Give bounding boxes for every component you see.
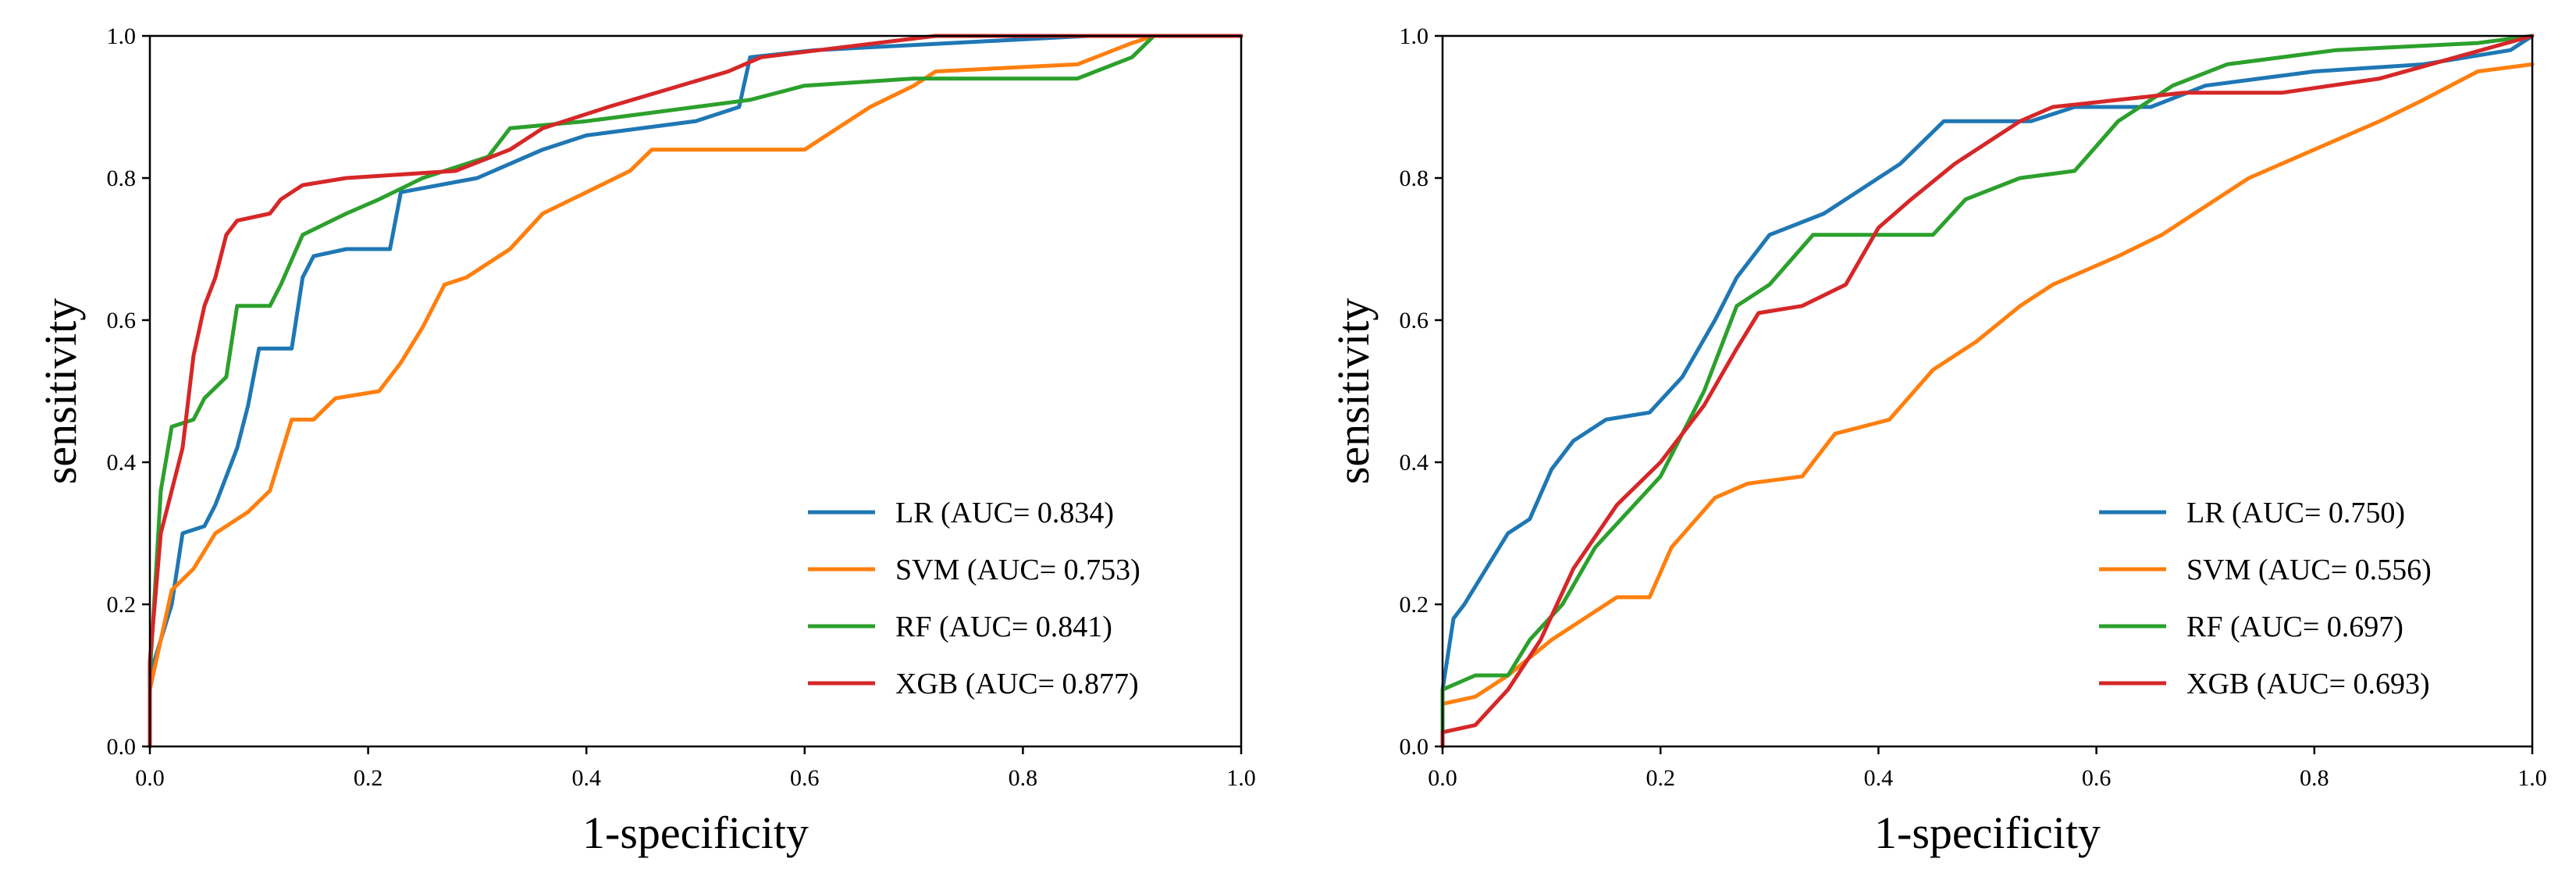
left-rf-roc-curve <box>148 34 1244 749</box>
left-x-tick-label: 0.4 <box>571 765 601 791</box>
left-roc-chart: 0.0 0.2 0.4 0.6 0.8 1.0 0.0 0.2 0.4 0.6 0.8 1.0 1-sp… <box>35 23 1256 858</box>
right-x-tick-label: 1.0 <box>2517 765 2547 791</box>
left-y-tick-label: 1.0 <box>107 23 137 49</box>
left-x-tick-label: 0.8 <box>1009 765 1038 791</box>
left-lr-roc-curve <box>148 34 1244 749</box>
left-y-axis-label: sensitivity <box>35 298 86 484</box>
right-y-tick-label: 1.0 <box>1400 23 1429 49</box>
right-x-tick-label: 0.8 <box>2300 765 2329 791</box>
right-y-axis-label: sensitivity <box>1328 298 1379 484</box>
left-legend-label-xgb: XGB (AUC= 0.877) <box>895 668 1139 700</box>
left-x-tick-label: 0.2 <box>354 765 383 791</box>
right-xgb-roc-curve <box>1440 34 2535 749</box>
left-x-axis-label: 1-specificity <box>582 807 809 858</box>
left-curves <box>148 34 1244 749</box>
right-x-tick-label: 0.6 <box>2082 765 2112 791</box>
right-y-tick-label: 0.0 <box>1400 734 1429 760</box>
right-legend-label-svm: SVM (AUC= 0.556) <box>2186 554 2432 586</box>
left-y-tick-label: 0.2 <box>107 592 137 618</box>
left-legend-label-rf: RF (AUC= 0.841) <box>895 611 1112 643</box>
left-svm-roc-curve <box>148 34 1244 749</box>
left-plot-frame <box>148 34 1243 748</box>
right-legend-label-xgb: XGB (AUC= 0.693) <box>2186 668 2430 700</box>
left-x-tick-label: 0.6 <box>790 765 820 791</box>
right-y-tick-label: 0.4 <box>1400 450 1429 476</box>
left-x-tick-label: 0.0 <box>135 765 165 791</box>
left-y-tick-label: 0.6 <box>107 308 137 333</box>
right-plot-frame <box>1441 34 2534 748</box>
right-roc-chart: 0.0 0.2 0.4 0.6 0.8 1.0 0.0 0.2 0.4 0.6 0.8 1.0 1-sp… <box>1328 23 2547 858</box>
left-legend-label-lr: LR (AUC= 0.834) <box>895 497 1114 529</box>
right-legend-label-rf: RF (AUC= 0.697) <box>2186 611 2403 643</box>
right-legend: LR (AUC= 0.750) SVM (AUC= 0.556) RF (AUC= … <box>2099 497 2432 700</box>
right-x-axis-label: 1-specificity <box>1874 807 2101 858</box>
right-svm-roc-curve <box>1440 62 2535 749</box>
right-y-tick-label: 0.2 <box>1400 592 1429 618</box>
left-legend-label-svm: SVM (AUC= 0.753) <box>895 554 1140 586</box>
left-legend: LR (AUC= 0.834) SVM (AUC= 0.753) RF (AUC= … <box>808 497 1140 700</box>
right-x-tick-label: 0.0 <box>1428 765 1457 791</box>
left-y-tick-label: 0.0 <box>107 734 137 760</box>
right-legend-label-lr: LR (AUC= 0.750) <box>2186 497 2405 529</box>
right-y-tick-label: 0.8 <box>1400 166 1429 191</box>
right-x-tick-label: 0.4 <box>1864 765 1894 791</box>
left-x-tick-label: 1.0 <box>1226 765 1256 791</box>
right-rf-roc-curve <box>1440 34 2535 749</box>
right-y-tick-label: 0.6 <box>1400 308 1429 333</box>
left-xgb-roc-curve <box>148 34 1244 749</box>
right-x-tick-label: 0.2 <box>1646 765 1675 791</box>
right-curves <box>1440 34 2535 749</box>
left-y-tick-label: 0.4 <box>107 450 137 476</box>
left-y-tick-label: 0.8 <box>107 166 137 191</box>
